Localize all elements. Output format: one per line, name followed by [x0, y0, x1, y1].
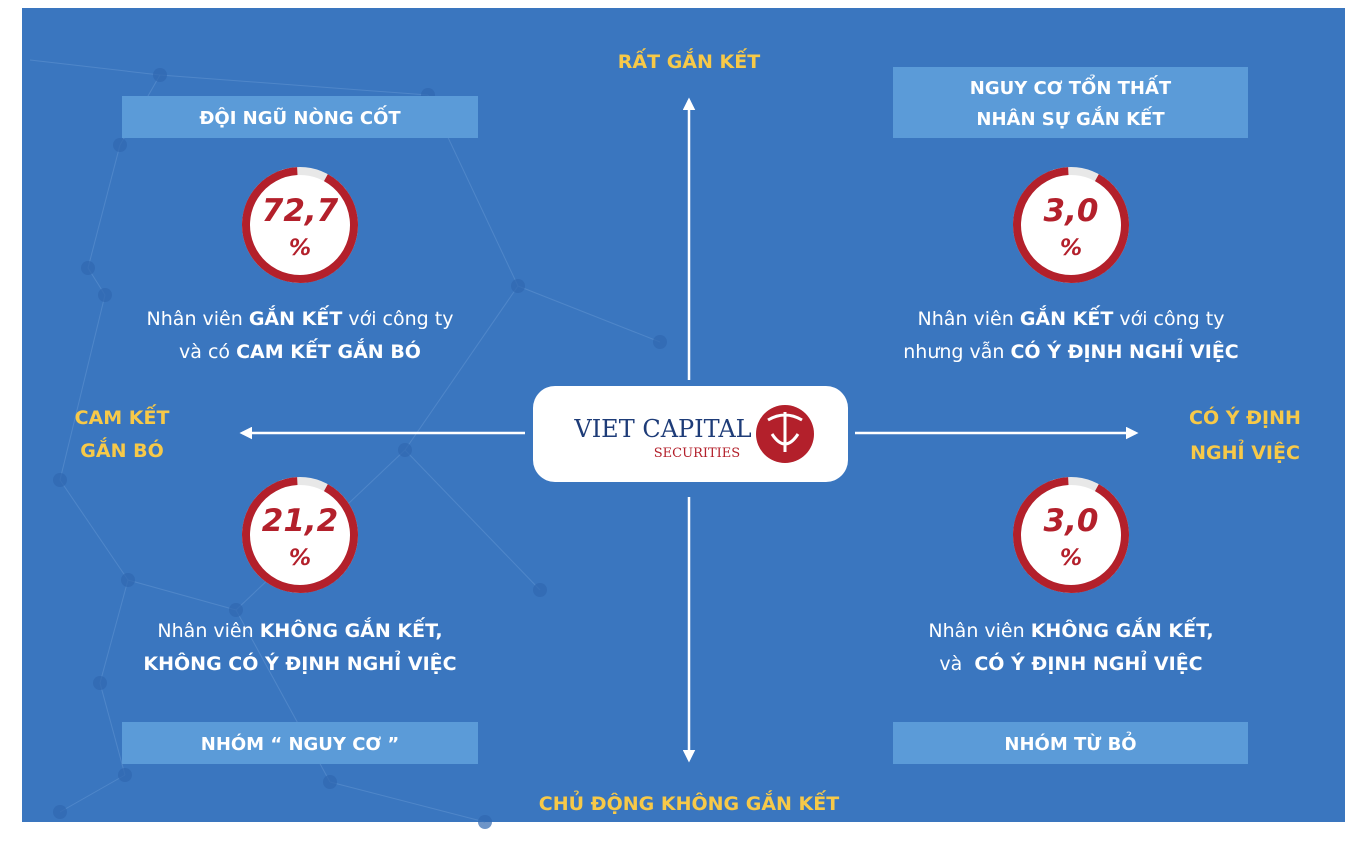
description-segment: Nhân viên — [928, 620, 1030, 642]
percent-unit: % — [1060, 546, 1082, 571]
description-segment: CÓ Ý ĐỊNH NGHỈ VIỆC — [974, 650, 1202, 675]
description-segment: KHÔNG GẮN KẾT, — [1031, 616, 1214, 642]
ring-arc — [242, 477, 358, 593]
ring-arc — [1013, 167, 1129, 283]
description-segment: Nhân viên — [918, 308, 1020, 330]
group-label-box — [893, 722, 1248, 764]
right-axis-label: NGHỈ VIỆC — [1190, 439, 1300, 464]
group-label: ĐỘI NGŨ NÒNG CỐT — [199, 105, 401, 129]
ring-arc — [1013, 477, 1129, 593]
description-segment: KHÔNG CÓ Ý ĐỊNH NGHỈ VIỆC — [143, 650, 456, 675]
description-line: KHÔNG CÓ Ý ĐỊNH NGHỈ VIỆC — [143, 650, 456, 675]
description-segment: nhưng vẫn — [903, 340, 1010, 363]
percent-unit: % — [289, 236, 311, 261]
description-line: Nhân viên KHÔNG GẮN KẾT, — [928, 616, 1213, 642]
axes — [239, 97, 1139, 763]
description-segment: Nhân viên — [157, 620, 259, 642]
description-line: Nhân viên GẮN KẾT với công ty — [147, 304, 454, 330]
description-segment: CAM KẾT GẮN BÓ — [236, 337, 421, 363]
left-axis-label: CAM KẾT — [75, 403, 170, 429]
top-axis-label: RẤT GẮN KẾT — [618, 47, 760, 73]
percent-unit: % — [1060, 236, 1082, 261]
description-segment: và có — [179, 341, 236, 363]
right-axis-label: CÓ Ý ĐỊNH — [1189, 405, 1301, 429]
percent-value: 3,0 — [1044, 193, 1099, 229]
ring-arc — [242, 167, 358, 283]
description-segment: với công ty — [1113, 308, 1224, 330]
group-label: NGUY CƠ TỔN THẤT — [970, 74, 1172, 99]
logo-emblem-mark — [767, 412, 803, 452]
description-segment: với công ty — [342, 308, 453, 330]
percent-value: 21,2 — [262, 503, 339, 539]
bottom-axis-label: CHỦ ĐỘNG KHÔNG GẮN KẾT — [539, 789, 839, 815]
percent-unit: % — [289, 546, 311, 571]
description-segment: KHÔNG GẮN KẾT, — [260, 616, 443, 642]
logo-sub: SECURITIES — [654, 446, 740, 461]
group-label-box — [122, 96, 478, 138]
group-label-box — [893, 67, 1248, 138]
description-segment: Nhân viên — [147, 308, 249, 330]
group-label: NHÓM “ NGUY CƠ ” — [201, 733, 400, 755]
description-segment: GẮN KẾT — [249, 304, 343, 330]
description-line: Nhân viên GẮN KẾT với công ty — [918, 304, 1225, 330]
logo: VIET CAPITAL SECURITIES — [533, 386, 848, 482]
description-line: Nhân viên KHÔNG GẮN KẾT, — [157, 616, 442, 642]
logo-name: VIET CAPITAL — [573, 415, 751, 443]
percent-value: 3,0 — [1044, 503, 1099, 539]
description-line: và CÓ Ý ĐỊNH NGHỈ VIỆC — [939, 650, 1202, 675]
description-segment: CÓ Ý ĐỊNH NGHỈ VIỆC — [1010, 338, 1238, 363]
percent-value: 72,7 — [262, 193, 339, 229]
left-axis-label: GẮN BÓ — [80, 436, 163, 462]
description-line: nhưng vẫn CÓ Ý ĐỊNH NGHỈ VIỆC — [903, 338, 1239, 363]
description-segment: GẮN KẾT — [1020, 304, 1114, 330]
description-line: và có CAM KẾT GẮN BÓ — [179, 337, 421, 363]
group-label: NHÓM TỪ BỎ — [1004, 731, 1136, 755]
group-label-box — [122, 722, 478, 764]
description-segment: và — [939, 653, 974, 675]
group-label: NHÂN SỰ GẮN KẾT — [976, 106, 1165, 130]
